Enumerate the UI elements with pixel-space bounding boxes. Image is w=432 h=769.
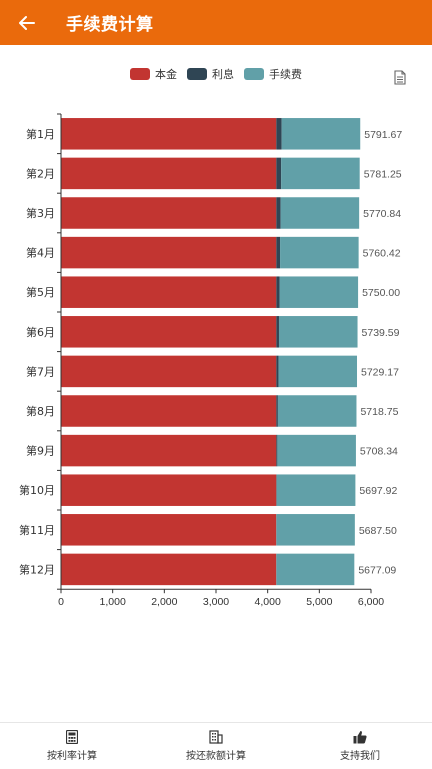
total-label: 5781.25 (364, 168, 402, 180)
legend-swatch-principal (130, 68, 150, 80)
bar-segment-3-month-4 (280, 236, 359, 269)
bar-segment-3-month-9 (277, 434, 356, 467)
legend-label-interest: 利息 (212, 69, 234, 81)
back-button[interactable] (17, 13, 37, 33)
bar-segment-1-month-4 (61, 236, 277, 269)
bar-segment-1-month-6 (61, 316, 277, 348)
bar-segment-1-month-10 (61, 474, 277, 506)
bar-segment-3-month-5 (279, 276, 359, 308)
bar-segment-3-month-2 (281, 157, 360, 190)
x-tick-label: 2,000 (151, 596, 177, 608)
thumbs-up-icon (353, 731, 367, 744)
category-label: 第5月 (26, 285, 55, 299)
bar-segment-2-month-9 (276, 434, 278, 467)
bar-segment-3-month-7 (278, 355, 358, 388)
legend-swatch-fee (244, 68, 264, 80)
tab-repayment-calc-label: 按还款额计算 (186, 751, 246, 762)
bar-segment-2-month-4 (276, 236, 281, 269)
page-title: 手续费计算 (66, 15, 154, 34)
legend-label-fee: 手续费 (269, 69, 302, 81)
total-label: 5677.09 (358, 564, 396, 576)
tab-support-us[interactable]: 支持我们 (300, 730, 420, 762)
category-label: 第1月 (26, 127, 55, 141)
total-label: 5770.84 (363, 208, 401, 220)
bar-segment-2-month-5 (276, 276, 280, 308)
legend-swatch-interest (187, 68, 207, 80)
x-tick-label: 1,000 (100, 596, 126, 608)
bar-segment-1-month-12 (61, 553, 277, 586)
bar-segment-2-month-2 (276, 157, 282, 190)
tab-rate-calc-label: 按利率计算 (47, 751, 97, 762)
bar-segment-3-month-12 (276, 553, 355, 586)
bar-segment-2-month-6 (276, 316, 279, 348)
category-label: 第12月 (19, 562, 55, 576)
document-icon (394, 70, 406, 85)
bar-segment-1-month-7 (61, 355, 277, 388)
stacked-bar-chart: 第1月 5791.67 第2月 5781.25 第3月 5770.84 第4月 5760.42… (19, 113, 402, 608)
bar-segment-2-month-8 (276, 395, 278, 427)
x-tick-label: 5,000 (306, 596, 332, 608)
legend-item-principal[interactable]: 本金 (130, 66, 177, 82)
legend-item-fee[interactable]: 手续费 (244, 66, 302, 82)
category-label: 第10月 (19, 483, 55, 497)
bar-segment-1-month-1 (61, 118, 277, 150)
total-label: 5718.75 (360, 406, 398, 418)
bar-segment-2-month-3 (276, 197, 281, 229)
x-tick-label: 6,000 (358, 596, 384, 608)
bar-segment-3-month-6 (278, 316, 358, 348)
bar-segment-1-month-5 (61, 276, 277, 308)
bar-segment-3-month-11 (276, 514, 355, 546)
total-label: 5687.50 (359, 525, 397, 537)
category-label: 第3月 (26, 206, 55, 220)
chart-legend: 本金 利息 手续费 (0, 66, 432, 82)
legend-label-principal: 本金 (155, 69, 177, 81)
category-label: 第7月 (26, 364, 55, 378)
data-view-button[interactable] (394, 70, 406, 85)
building-icon (209, 730, 223, 744)
bar-segment-1-month-11 (61, 514, 277, 546)
tab-rate-calc[interactable]: 按利率计算 (12, 730, 132, 762)
bar-segment-3-month-10 (276, 474, 356, 506)
total-label: 5760.42 (363, 248, 401, 260)
category-label: 第2月 (26, 166, 55, 180)
bar-segment-2-month-1 (276, 118, 282, 150)
bar-segment-1-month-2 (61, 157, 277, 190)
app-bar: 手续费计算 (0, 0, 432, 45)
bar-segment-3-month-3 (280, 197, 360, 229)
calculator-icon (66, 730, 78, 744)
bar-segment-1-month-8 (61, 395, 277, 427)
arrow-left-icon (19, 15, 35, 30)
total-label: 5750.00 (362, 287, 400, 299)
total-label: 5697.92 (359, 485, 397, 497)
category-label: 第6月 (26, 325, 55, 339)
bottom-navigation: 按利率计算 按还款额计算 支持我们 (0, 722, 432, 769)
x-tick-label: 4,000 (255, 596, 281, 608)
category-label: 第9月 (26, 444, 55, 458)
bar-segment-2-month-7 (276, 355, 279, 388)
category-label: 第8月 (26, 404, 55, 418)
tab-support-us-label: 支持我们 (340, 751, 380, 762)
total-label: 5791.67 (364, 129, 402, 141)
total-label: 5729.17 (361, 366, 399, 378)
x-tick-label: 3,000 (203, 596, 229, 608)
bar-segment-3-month-8 (277, 395, 357, 427)
legend-item-interest[interactable]: 利息 (187, 66, 234, 82)
bar-segment-2-month-10 (276, 474, 277, 506)
category-label: 第11月 (19, 523, 55, 537)
tab-repayment-calc[interactable]: 按还款额计算 (156, 730, 276, 762)
x-tick-label: 0 (58, 596, 64, 608)
category-label: 第4月 (26, 246, 55, 260)
total-label: 5739.59 (362, 327, 400, 339)
bar-segment-1-month-9 (61, 434, 277, 467)
bar-segment-3-month-1 (281, 118, 361, 150)
bar-segment-1-month-3 (61, 197, 277, 229)
total-label: 5708.34 (360, 446, 398, 458)
